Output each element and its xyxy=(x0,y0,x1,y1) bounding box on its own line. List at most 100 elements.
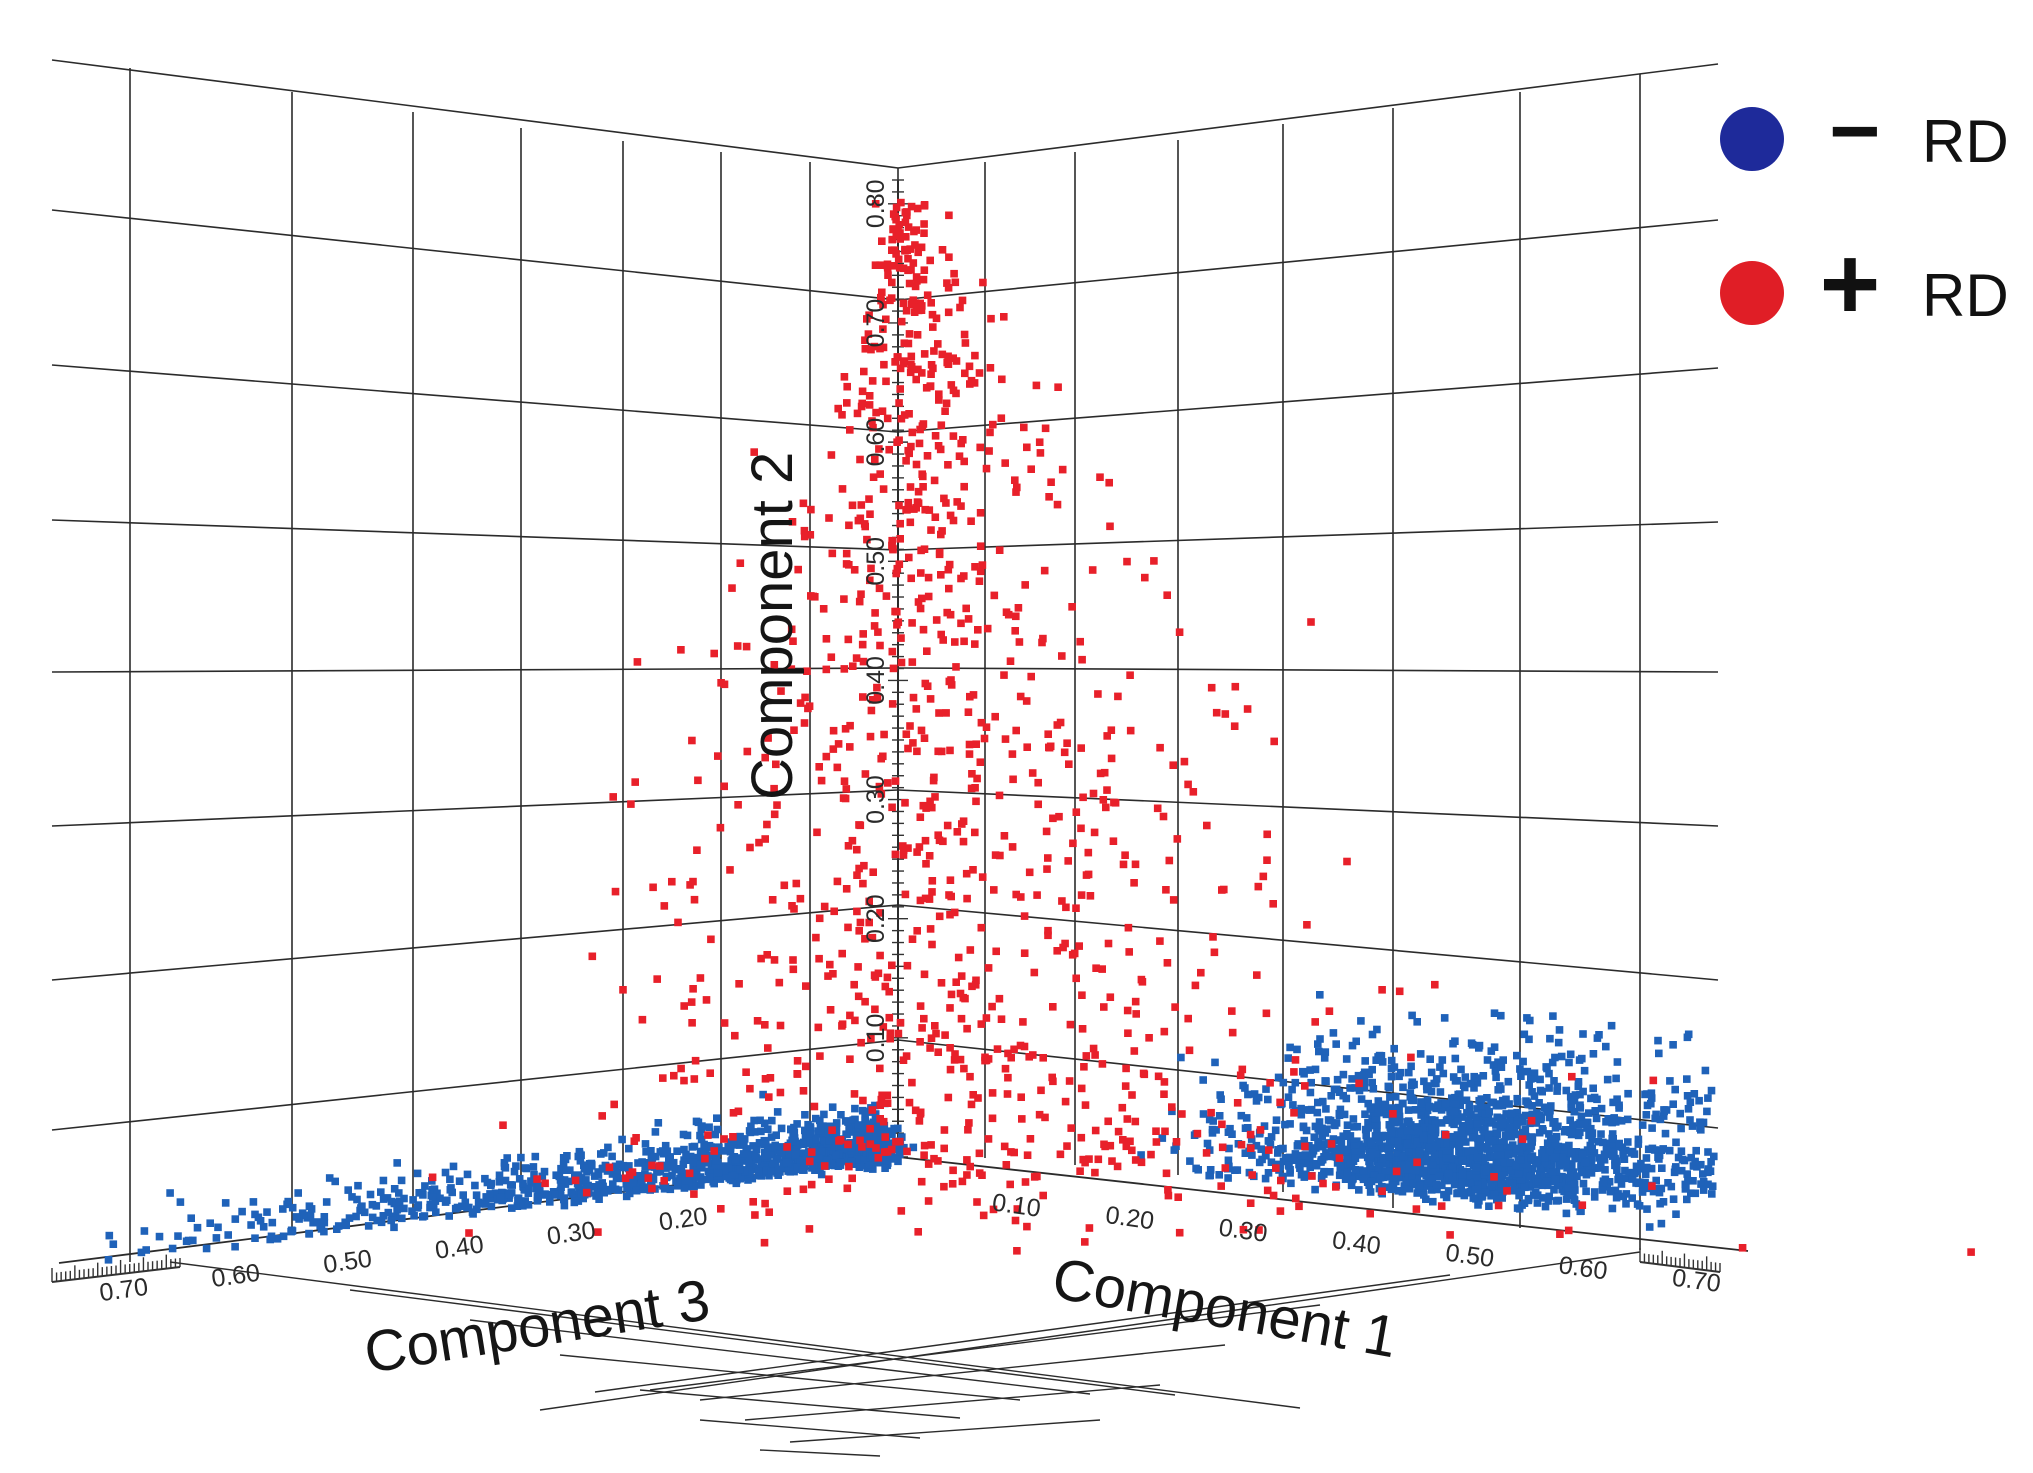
point-minus-rd xyxy=(611,1185,620,1194)
point-minus-rd xyxy=(1502,1110,1510,1118)
point-plus-rd xyxy=(729,1109,738,1117)
point-minus-rd xyxy=(1466,1079,1475,1088)
floor-gridline xyxy=(594,1274,1451,1393)
point-minus-rd xyxy=(845,1125,853,1133)
point-minus-rd xyxy=(1407,1062,1415,1071)
point-minus-rd xyxy=(1574,1154,1582,1163)
point-plus-rd xyxy=(943,358,951,367)
point-plus-rd xyxy=(1490,1173,1498,1181)
point-plus-rd xyxy=(928,877,937,885)
legend-symbol-plus: + xyxy=(1820,226,1881,342)
legend: − RD + RD xyxy=(1720,81,2009,342)
point-plus-rd xyxy=(1008,843,1017,851)
point-plus-rd xyxy=(843,1184,852,1193)
point-minus-rd xyxy=(1548,1160,1556,1169)
point-plus-rd xyxy=(908,935,917,943)
point-plus-rd xyxy=(1236,1071,1245,1080)
point-minus-rd xyxy=(1669,1100,1677,1108)
point-plus-rd xyxy=(956,1055,965,1064)
point-plus-rd xyxy=(901,799,909,807)
point-minus-rd xyxy=(632,1186,641,1195)
point-plus-rd xyxy=(822,665,831,674)
point-plus-rd xyxy=(806,531,815,539)
point-plus-rd xyxy=(943,821,952,830)
point-plus-rd xyxy=(1016,1041,1025,1050)
point-minus-rd xyxy=(1555,1026,1564,1034)
point-minus-rd xyxy=(1486,1153,1494,1161)
point-plus-rd xyxy=(976,567,985,576)
point-plus-rd xyxy=(1276,1098,1284,1107)
point-minus-rd xyxy=(1448,1099,1456,1107)
point-minus-rd xyxy=(1525,1081,1533,1089)
point-plus-rd xyxy=(895,501,903,510)
point-minus-rd xyxy=(1432,1079,1440,1088)
point-plus-rd xyxy=(913,498,922,506)
point-plus-rd xyxy=(888,700,897,708)
point-minus-rd xyxy=(1591,1107,1599,1115)
point-minus-rd xyxy=(1352,1037,1360,1046)
point-plus-rd xyxy=(763,820,771,829)
point-minus-rd xyxy=(1574,1078,1583,1086)
point-plus-rd xyxy=(1058,465,1067,474)
point-plus-rd xyxy=(867,706,876,715)
point-plus-rd xyxy=(924,573,933,582)
point-plus-rd xyxy=(1004,1049,1012,1058)
point-minus-rd xyxy=(105,1231,114,1240)
point-minus-rd xyxy=(1405,1148,1413,1156)
point-plus-rd xyxy=(935,390,943,398)
point-minus-rd xyxy=(1562,1195,1571,1203)
point-minus-rd xyxy=(1543,1108,1551,1116)
point-plus-rd xyxy=(1269,1191,1278,1200)
point-plus-rd xyxy=(1019,1018,1027,1026)
point-minus-rd xyxy=(1371,1121,1379,1129)
back-wall-gridline xyxy=(897,667,1719,673)
point-minus-rd xyxy=(713,1125,722,1134)
point-plus-rd xyxy=(907,574,915,583)
point-plus-rd xyxy=(742,642,751,651)
point-plus-rd xyxy=(1152,1138,1161,1146)
point-plus-rd xyxy=(998,375,1006,384)
point-minus-rd xyxy=(1649,1187,1658,1196)
point-plus-rd xyxy=(670,1071,678,1080)
point-plus-rd xyxy=(920,734,929,742)
point-minus-rd xyxy=(1546,1147,1554,1156)
point-plus-rd xyxy=(966,1072,974,1081)
point-plus-rd xyxy=(907,352,916,361)
point-plus-rd xyxy=(1269,900,1277,908)
point-minus-rd xyxy=(495,1178,504,1186)
point-minus-rd xyxy=(1403,1126,1411,1135)
point-minus-rd xyxy=(710,1179,718,1188)
point-plus-rd xyxy=(917,243,926,252)
point-minus-rd xyxy=(214,1223,222,1232)
point-plus-rd xyxy=(1068,603,1076,611)
point-minus-rd xyxy=(1588,1135,1596,1144)
point-minus-rd xyxy=(1418,1119,1427,1128)
point-minus-rd xyxy=(1463,1147,1472,1156)
point-plus-rd xyxy=(951,278,960,287)
point-minus-rd xyxy=(1528,1133,1536,1141)
point-plus-rd xyxy=(932,314,941,323)
point-minus-rd xyxy=(722,1172,731,1181)
point-plus-rd xyxy=(1121,851,1129,859)
point-minus-rd xyxy=(721,1166,729,1175)
point-minus-rd xyxy=(1432,1075,1441,1083)
point-minus-rd xyxy=(1438,1056,1447,1064)
point-plus-rd xyxy=(907,300,916,309)
point-plus-rd xyxy=(1109,837,1118,845)
point-plus-rd xyxy=(1011,476,1019,484)
point-minus-rd xyxy=(1545,1113,1554,1122)
point-plus-rd xyxy=(1077,744,1085,752)
point-minus-rd xyxy=(1405,1118,1413,1127)
point-minus-rd xyxy=(1387,1132,1395,1140)
point-minus-rd xyxy=(772,1147,780,1155)
point-minus-rd xyxy=(1462,1138,1470,1146)
point-minus-rd xyxy=(1405,1068,1413,1077)
point-minus-rd xyxy=(1439,1069,1448,1078)
back-wall-gridline xyxy=(897,904,1719,981)
point-plus-rd xyxy=(1023,1151,1032,1159)
point-minus-rd xyxy=(600,1149,608,1157)
point-minus-rd xyxy=(1370,1171,1379,1180)
point-minus-rd xyxy=(668,1171,676,1180)
point-plus-rd xyxy=(1006,1180,1014,1189)
point-minus-rd xyxy=(1368,1148,1376,1157)
